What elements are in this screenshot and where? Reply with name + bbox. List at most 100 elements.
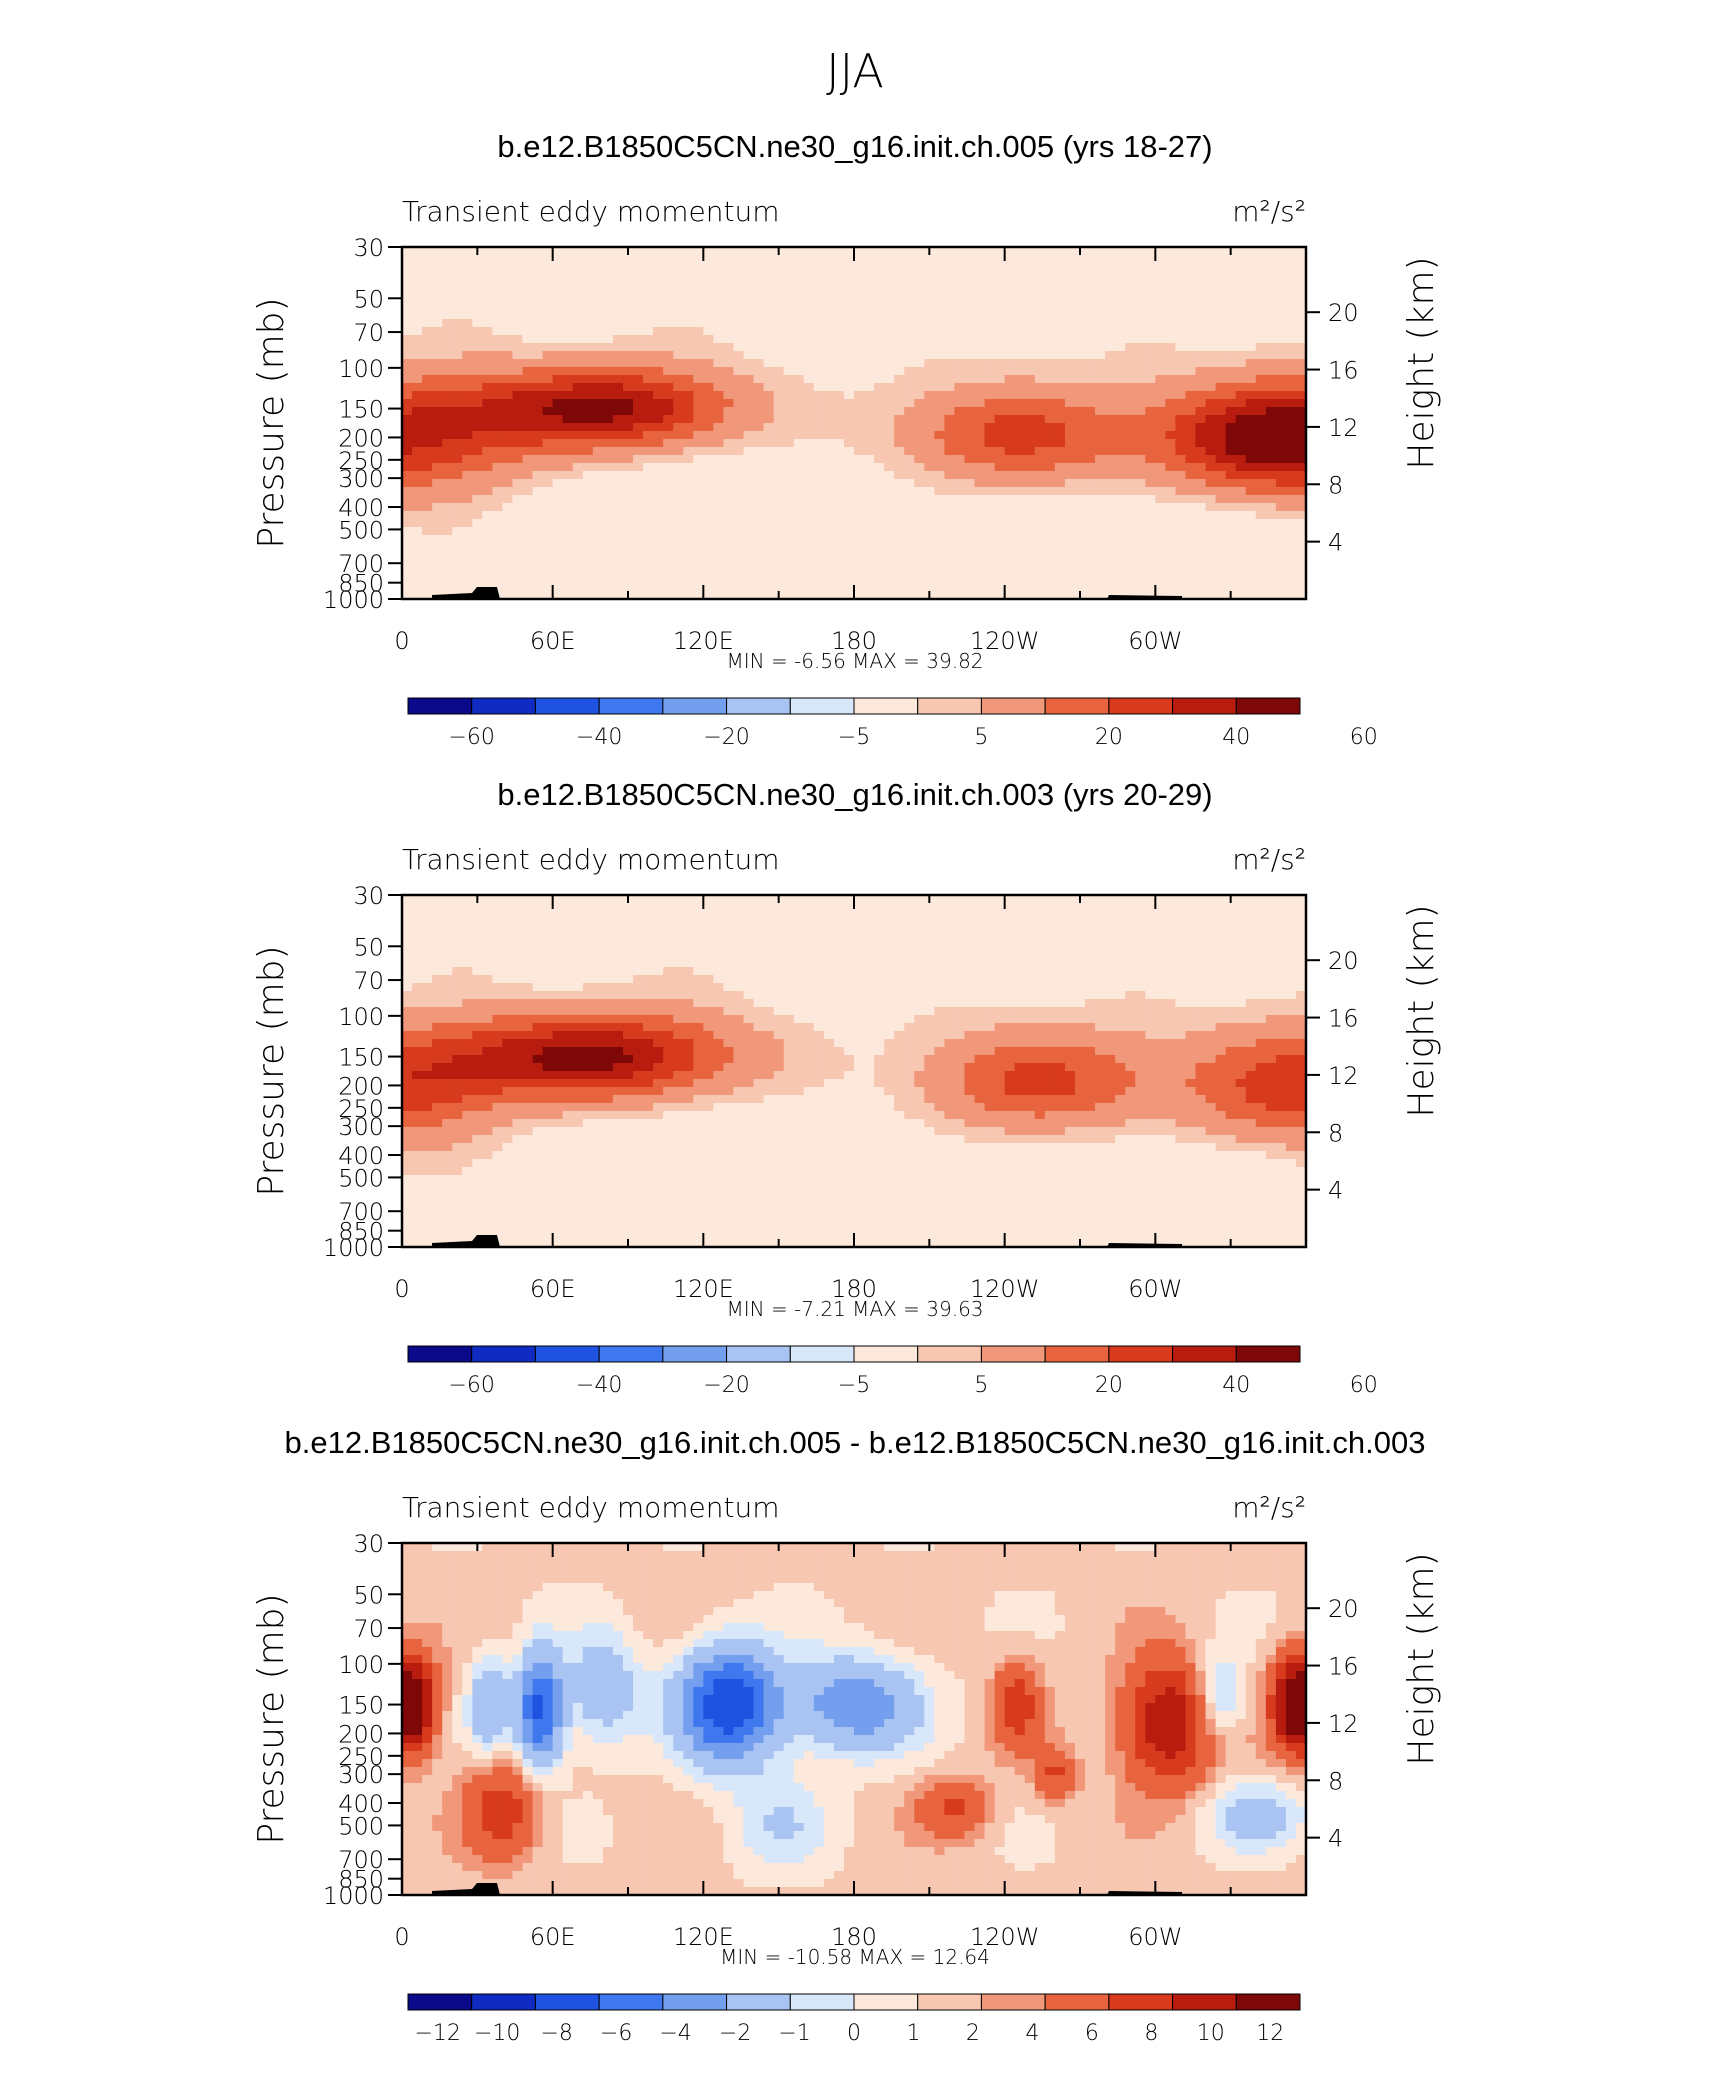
contour-cell <box>673 535 684 544</box>
contour-cell <box>874 335 885 344</box>
contour-cell <box>773 255 785 264</box>
contour-cell <box>1245 255 1257 264</box>
contour-cell <box>1105 327 1116 336</box>
contour-cell <box>452 271 463 280</box>
contour-cell <box>1115 447 1126 456</box>
contour-cell <box>1095 559 1106 568</box>
contour-cell <box>924 519 935 528</box>
contour-cell <box>402 247 413 256</box>
contour-cell <box>1034 439 1046 448</box>
contour-cell <box>1185 303 1197 312</box>
contour-cell <box>1235 431 1247 440</box>
contour-cell <box>1275 431 1287 440</box>
contour-cell <box>1004 367 1016 376</box>
contour-cell <box>462 903 473 912</box>
contour-cell <box>562 591 574 600</box>
contour-cell <box>723 423 735 432</box>
contour-cell <box>793 511 805 520</box>
contour-cell <box>402 935 413 944</box>
contour-cell <box>522 327 534 336</box>
contour-cell <box>924 279 935 288</box>
contour-cell <box>1175 423 1187 432</box>
contour-cell <box>592 463 604 472</box>
contour-cell <box>653 415 664 424</box>
contour-cell <box>1295 527 1307 536</box>
contour-cell <box>854 487 865 496</box>
contour-cell <box>1064 295 1076 304</box>
contour-cell <box>582 543 594 552</box>
contour-cell <box>733 519 745 528</box>
contour-cell <box>502 935 514 944</box>
contour-cell <box>884 495 895 504</box>
contour-cell <box>422 271 433 280</box>
contour-cell <box>653 903 664 912</box>
contour-cell <box>1215 359 1227 368</box>
contour-cell <box>713 359 725 368</box>
contour-cell <box>793 279 805 288</box>
contour-cell <box>432 463 443 472</box>
contour-cell <box>1034 471 1046 480</box>
contour-cell <box>1145 551 1156 560</box>
contour-cell <box>653 471 664 480</box>
contour-cell <box>783 375 795 384</box>
contour-cell <box>843 295 855 304</box>
contour-cell <box>1275 375 1287 384</box>
contour-cell <box>502 575 514 584</box>
contour-cell <box>1105 351 1116 360</box>
contour-cell <box>412 439 423 448</box>
contour-cell <box>422 975 433 984</box>
contour-cell <box>412 311 423 320</box>
contour-cell <box>582 287 594 296</box>
contour-cell <box>1145 415 1156 424</box>
contour-cell <box>452 399 463 408</box>
contour-cell <box>693 335 704 344</box>
contour-cell <box>1044 583 1056 592</box>
contour-cell <box>984 559 996 568</box>
contour-cell <box>773 511 785 520</box>
contour-cell <box>974 527 986 536</box>
contour-cell <box>602 943 614 952</box>
contour-cell <box>944 423 956 432</box>
contour-cell <box>663 335 674 344</box>
contour-cell <box>1074 959 1086 968</box>
contour-cell <box>412 383 423 392</box>
contour-cell <box>813 343 825 352</box>
contour-cell <box>864 487 875 496</box>
contour-cell <box>1014 327 1026 336</box>
contour-cell <box>833 479 845 488</box>
contour-cell <box>793 391 805 400</box>
contour-cell <box>482 471 493 480</box>
contour-cell <box>462 295 473 304</box>
contour-cell <box>773 327 785 336</box>
contour-cell <box>683 319 694 328</box>
contour-cell <box>914 951 925 960</box>
contour-cell <box>1024 967 1036 976</box>
contour-cell <box>532 967 544 976</box>
contour-cell <box>743 255 755 264</box>
contour-cell <box>1105 543 1116 552</box>
contour-cell <box>1245 959 1257 968</box>
contour-cell <box>864 935 875 944</box>
contour-cell <box>1014 583 1026 592</box>
contour-cell <box>813 303 825 312</box>
contour-cell <box>562 527 574 536</box>
contour-cell <box>492 927 504 936</box>
contour-cell <box>813 455 825 464</box>
contour-cell <box>1014 519 1026 528</box>
contour-cell <box>502 543 514 552</box>
contour-cell <box>422 495 433 504</box>
contour-cell <box>653 519 664 528</box>
contour-cell <box>482 447 493 456</box>
contour-cell <box>1095 399 1106 408</box>
contour-cell <box>572 439 584 448</box>
contour-cell <box>482 271 493 280</box>
contour-cell <box>1165 551 1177 560</box>
contour-cell <box>763 391 775 400</box>
contour-cell <box>964 935 976 944</box>
contour-cell <box>1095 479 1106 488</box>
contour-cell <box>542 903 554 912</box>
contour-cell <box>612 287 624 296</box>
contour-cell <box>914 439 925 448</box>
contour-cell <box>1275 343 1287 352</box>
contour-cell <box>974 559 986 568</box>
